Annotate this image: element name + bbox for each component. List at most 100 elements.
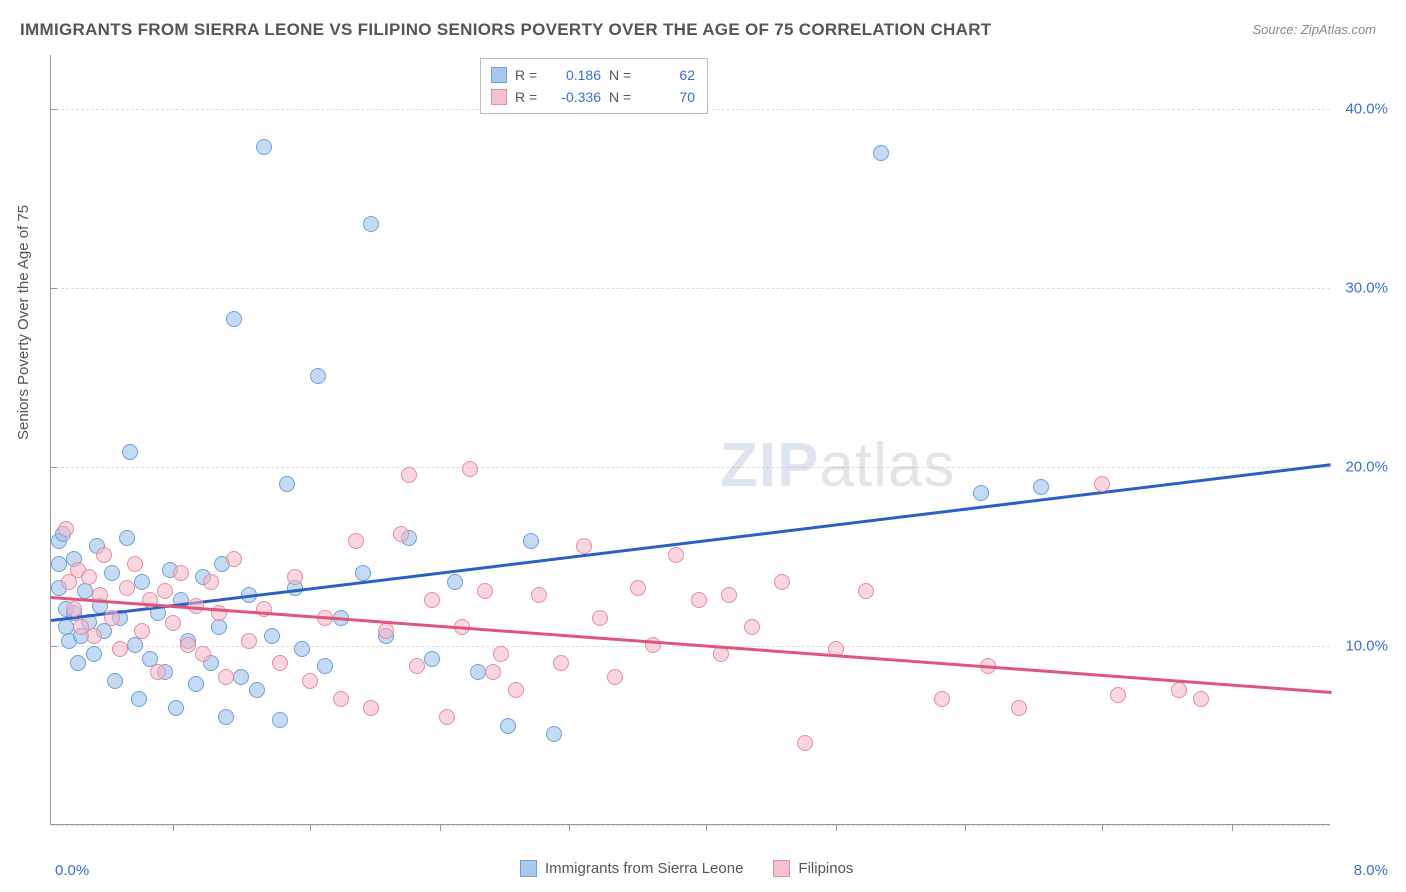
scatter-point-sierra_leone <box>470 664 486 680</box>
scatter-point-sierra_leone <box>317 658 333 674</box>
stats-r-value: -0.336 <box>551 86 601 108</box>
scatter-point-sierra_leone <box>294 641 310 657</box>
scatter-point-filipinos <box>1094 476 1110 492</box>
x-axis-max-label: 8.0% <box>1354 862 1388 879</box>
scatter-point-filipinos <box>218 669 234 685</box>
scatter-point-filipinos <box>58 521 74 537</box>
gridline <box>51 288 1330 289</box>
chart-title: IMMIGRANTS FROM SIERRA LEONE VS FILIPINO… <box>20 20 991 40</box>
scatter-point-sierra_leone <box>218 709 234 725</box>
scatter-point-filipinos <box>363 700 379 716</box>
scatter-point-sierra_leone <box>249 682 265 698</box>
scatter-point-sierra_leone <box>424 651 440 667</box>
y-tick-label: 10.0% <box>1345 637 1388 654</box>
scatter-point-filipinos <box>1011 700 1027 716</box>
scatter-point-sierra_leone <box>211 619 227 635</box>
scatter-point-filipinos <box>531 587 547 603</box>
scatter-point-sierra_leone <box>86 646 102 662</box>
x-tick <box>836 824 837 831</box>
scatter-point-filipinos <box>173 565 189 581</box>
scatter-point-filipinos <box>81 569 97 585</box>
scatter-point-filipinos <box>439 709 455 725</box>
scatter-point-filipinos <box>630 580 646 596</box>
correlation-stats-box: R =0.186N =62R = -0.336 N = 70 <box>480 58 708 114</box>
scatter-point-filipinos <box>409 658 425 674</box>
scatter-point-filipinos <box>287 569 303 585</box>
scatter-point-sierra_leone <box>77 583 93 599</box>
scatter-point-filipinos <box>226 551 242 567</box>
scatter-point-sierra_leone <box>131 691 147 707</box>
legend: Immigrants from Sierra LeoneFilipinos <box>520 860 853 877</box>
scatter-point-filipinos <box>797 735 813 751</box>
scatter-point-filipinos <box>553 655 569 671</box>
scatter-point-sierra_leone <box>58 619 74 635</box>
scatter-point-filipinos <box>477 583 493 599</box>
scatter-point-filipinos <box>424 592 440 608</box>
scatter-point-filipinos <box>934 691 950 707</box>
scatter-point-filipinos <box>1110 687 1126 703</box>
y-tick <box>50 109 57 110</box>
plot-area <box>50 55 1330 825</box>
scatter-point-sierra_leone <box>122 444 138 460</box>
scatter-point-filipinos <box>165 615 181 631</box>
x-tick <box>706 824 707 831</box>
legend-label: Filipinos <box>798 860 853 877</box>
scatter-point-filipinos <box>508 682 524 698</box>
x-axis-min-label: 0.0% <box>55 862 89 879</box>
stats-swatch <box>491 67 507 83</box>
scatter-point-filipinos <box>668 547 684 563</box>
scatter-point-sierra_leone <box>70 655 86 671</box>
stats-n-value: 70 <box>645 86 695 108</box>
scatter-point-sierra_leone <box>127 637 143 653</box>
scatter-point-filipinos <box>378 623 394 639</box>
scatter-point-sierra_leone <box>233 669 249 685</box>
scatter-point-filipinos <box>180 637 196 653</box>
x-tick <box>965 824 966 831</box>
scatter-point-sierra_leone <box>272 712 288 728</box>
scatter-point-sierra_leone <box>256 139 272 155</box>
x-tick <box>173 824 174 831</box>
scatter-point-filipinos <box>112 641 128 657</box>
scatter-point-filipinos <box>157 583 173 599</box>
scatter-point-sierra_leone <box>500 718 516 734</box>
scatter-point-filipinos <box>195 646 211 662</box>
y-tick-label: 20.0% <box>1345 458 1388 475</box>
scatter-point-sierra_leone <box>107 673 123 689</box>
gridline <box>51 825 1330 826</box>
legend-item: Filipinos <box>773 860 853 877</box>
stats-n-label: N = <box>609 86 637 108</box>
stats-row: R =0.186N =62 <box>491 64 695 86</box>
scatter-point-sierra_leone <box>168 700 184 716</box>
scatter-point-filipinos <box>485 664 501 680</box>
scatter-point-filipinos <box>1193 691 1209 707</box>
scatter-point-filipinos <box>691 592 707 608</box>
scatter-point-sierra_leone <box>279 476 295 492</box>
scatter-point-filipinos <box>592 610 608 626</box>
scatter-point-filipinos <box>576 538 592 554</box>
y-tick-label: 40.0% <box>1345 100 1388 117</box>
scatter-point-filipinos <box>119 580 135 596</box>
x-tick <box>310 824 311 831</box>
scatter-point-filipinos <box>462 461 478 477</box>
scatter-point-sierra_leone <box>134 574 150 590</box>
y-axis-label: Seniors Poverty Over the Age of 75 <box>15 205 32 440</box>
x-tick <box>1102 824 1103 831</box>
scatter-point-sierra_leone <box>873 145 889 161</box>
scatter-point-filipinos <box>493 646 509 662</box>
stats-r-value: 0.186 <box>551 64 601 86</box>
scatter-point-sierra_leone <box>973 485 989 501</box>
scatter-point-filipinos <box>272 655 288 671</box>
stats-r-label: R = <box>515 86 543 108</box>
scatter-point-sierra_leone <box>355 565 371 581</box>
stats-row: R = -0.336 N = 70 <box>491 86 695 108</box>
scatter-point-filipinos <box>134 623 150 639</box>
scatter-point-sierra_leone <box>363 216 379 232</box>
scatter-point-filipinos <box>66 601 82 617</box>
scatter-point-filipinos <box>401 467 417 483</box>
scatter-point-sierra_leone <box>546 726 562 742</box>
scatter-point-sierra_leone <box>1033 479 1049 495</box>
x-tick <box>569 824 570 831</box>
scatter-point-sierra_leone <box>264 628 280 644</box>
scatter-point-filipinos <box>302 673 318 689</box>
scatter-point-sierra_leone <box>447 574 463 590</box>
